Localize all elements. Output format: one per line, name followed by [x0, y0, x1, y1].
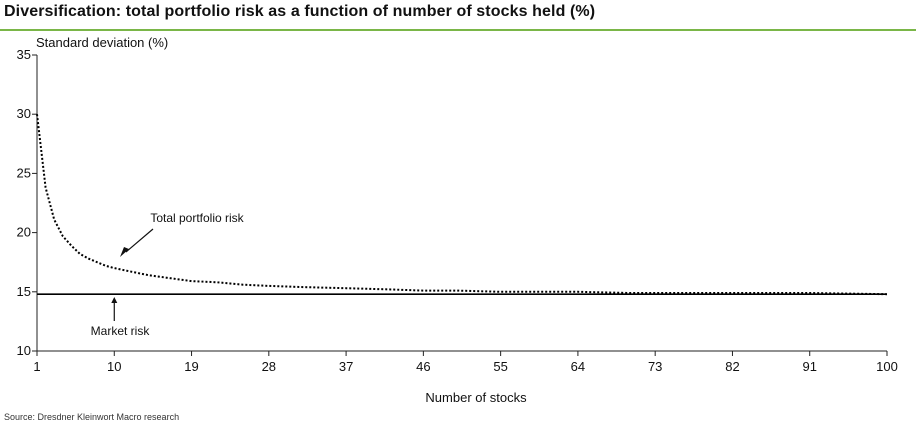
x-tick-label: 100 [876, 359, 898, 374]
x-axis-title: Number of stocks [425, 390, 527, 405]
annotation-arrowhead [111, 297, 118, 303]
annotation-total-portfolio-risk: Total portfolio risk [150, 211, 244, 225]
annotation-arrow [125, 228, 154, 253]
total-portfolio-risk-line [36, 114, 888, 296]
x-tick-label: 28 [262, 359, 276, 374]
x-tick-label: 10 [107, 359, 121, 374]
y-tick-label: 30 [17, 106, 31, 121]
y-axis-title: Standard deviation (%) [36, 35, 168, 50]
x-tick-label: 55 [493, 359, 507, 374]
x-tick-label: 46 [416, 359, 430, 374]
source-note: Source: Dresdner Kleinwort Macro researc… [4, 412, 180, 422]
x-tick-label: 1 [33, 359, 40, 374]
y-tick-label: 35 [17, 47, 31, 62]
chart-title: Diversification: total portfolio risk as… [4, 3, 596, 20]
x-tick-label: 64 [571, 359, 585, 374]
y-tick-label: 10 [17, 343, 31, 358]
y-tick-label: 20 [17, 225, 31, 240]
x-tick-label: 91 [802, 359, 816, 374]
x-tick-label: 37 [339, 359, 353, 374]
y-tick-label: 15 [17, 284, 31, 299]
y-tick-label: 25 [17, 165, 31, 180]
x-tick-label: 82 [725, 359, 739, 374]
annotation-market-risk: Market risk [91, 324, 151, 338]
title-divider [0, 29, 916, 31]
annotation-arrowhead [120, 247, 129, 257]
x-tick-label: 73 [648, 359, 662, 374]
x-tick-label: 19 [184, 359, 198, 374]
